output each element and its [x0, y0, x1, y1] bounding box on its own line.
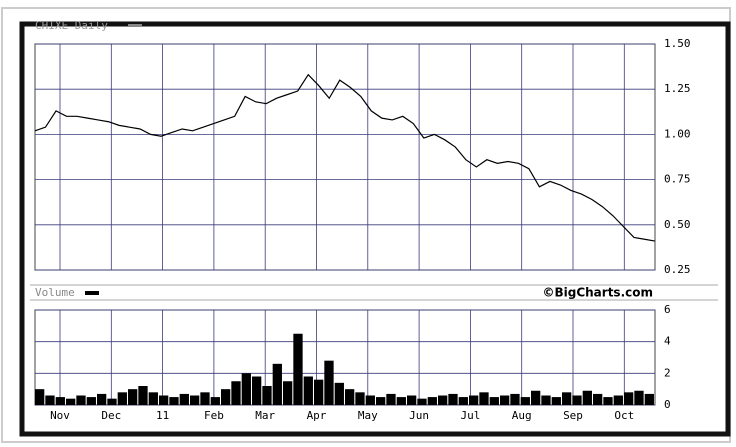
- volume-bar: [489, 397, 499, 405]
- volume-bar: [117, 392, 127, 405]
- volume-bar: [314, 379, 324, 405]
- volume-bar: [448, 393, 458, 405]
- x-tick-label: Sep: [563, 409, 583, 422]
- volume-bar: [148, 392, 158, 405]
- volume-bar: [128, 389, 138, 405]
- volume-bar: [272, 363, 282, 405]
- volume-title: Volume: [35, 286, 75, 299]
- x-tick-label: 11: [156, 409, 169, 422]
- volume-bar: [562, 392, 572, 405]
- volume-bar: [169, 397, 179, 405]
- volume-bar: [45, 395, 55, 405]
- volume-bar: [35, 389, 45, 405]
- volume-bar: [334, 382, 344, 405]
- volume-bar: [66, 398, 76, 405]
- volume-bar: [179, 393, 189, 405]
- volume-bar: [593, 393, 603, 405]
- volume-bar: [345, 389, 355, 405]
- volume-bar: [603, 397, 613, 405]
- x-tick-label: Mar: [255, 409, 275, 422]
- volume-bar: [107, 398, 117, 405]
- volume-bar: [262, 386, 272, 405]
- volume-bar: [520, 397, 530, 405]
- volume-bar: [86, 397, 96, 405]
- volume-bar: [613, 395, 623, 405]
- y-tick-label: 0.50: [664, 218, 691, 231]
- y-tick-label: 0.25: [664, 263, 691, 276]
- volume-bar: [231, 381, 241, 405]
- volume-bar: [355, 392, 365, 405]
- volume-bar: [221, 389, 231, 405]
- x-tick-label: May: [358, 409, 378, 422]
- source: ©BigCharts.com: [542, 286, 653, 300]
- x-tick-label: Jun: [409, 409, 429, 422]
- volume-bar: [159, 395, 169, 405]
- volume-bar: [634, 390, 644, 405]
- x-tick-label: Nov: [50, 409, 70, 422]
- y-tick-label: 1.00: [664, 127, 691, 140]
- chart-title: CHIXE Daily: [35, 19, 108, 32]
- volume-bar: [541, 395, 551, 405]
- legend-swatch: [85, 291, 99, 295]
- y-tick-label: 0.75: [664, 173, 691, 186]
- volume-bar: [458, 397, 468, 405]
- x-tick-label: Oct: [614, 409, 634, 422]
- volume-bar: [190, 395, 200, 405]
- x-tick-label: Aug: [512, 409, 532, 422]
- volume-bar: [210, 397, 220, 405]
- volume-bar: [427, 397, 437, 405]
- y-tick-label: 6: [664, 303, 671, 316]
- volume-bar: [55, 397, 65, 405]
- volume-bar: [200, 392, 210, 405]
- volume-bar: [510, 393, 520, 405]
- price-line: [34, 73, 656, 242]
- y-tick-label: 2: [664, 366, 671, 379]
- volume-bar: [303, 376, 313, 405]
- volume-bar: [293, 333, 303, 405]
- volume-bar: [500, 395, 510, 405]
- volume-bar: [551, 397, 561, 405]
- volume-bar: [376, 397, 386, 405]
- y-tick-label: 4: [664, 335, 671, 348]
- x-tick-label: Dec: [101, 409, 121, 422]
- volume-bar: [324, 360, 334, 405]
- volume-bar: [479, 392, 489, 405]
- y-tick-label: 1.25: [664, 82, 691, 95]
- y-tick-label: 0: [664, 398, 671, 411]
- x-tick-label: Feb: [204, 409, 224, 422]
- volume-bar: [417, 398, 427, 405]
- volume-bar: [365, 395, 375, 405]
- volume-bar: [283, 381, 293, 405]
- volume-bar: [644, 393, 654, 405]
- volume-bar: [438, 395, 448, 405]
- x-tick-label: Jul: [460, 409, 480, 422]
- volume-bar: [469, 395, 479, 405]
- volume-bar: [241, 373, 251, 405]
- price-plot: [34, 43, 656, 271]
- volume-bar: [572, 395, 582, 405]
- volume-bar: [76, 395, 86, 405]
- volume-bar: [97, 393, 107, 405]
- volume-bar: [582, 390, 592, 405]
- volume-bar: [252, 376, 262, 405]
- volume-bar: [396, 397, 406, 405]
- legend-swatch: [128, 24, 142, 27]
- volume-bar: [138, 386, 148, 405]
- volume-bar: [624, 392, 634, 405]
- y-tick-label: 1.50: [664, 37, 691, 50]
- volume-bar: [386, 393, 396, 405]
- volume-bar: [531, 390, 541, 405]
- x-tick-label: Apr: [307, 409, 327, 422]
- volume-bar: [407, 395, 417, 405]
